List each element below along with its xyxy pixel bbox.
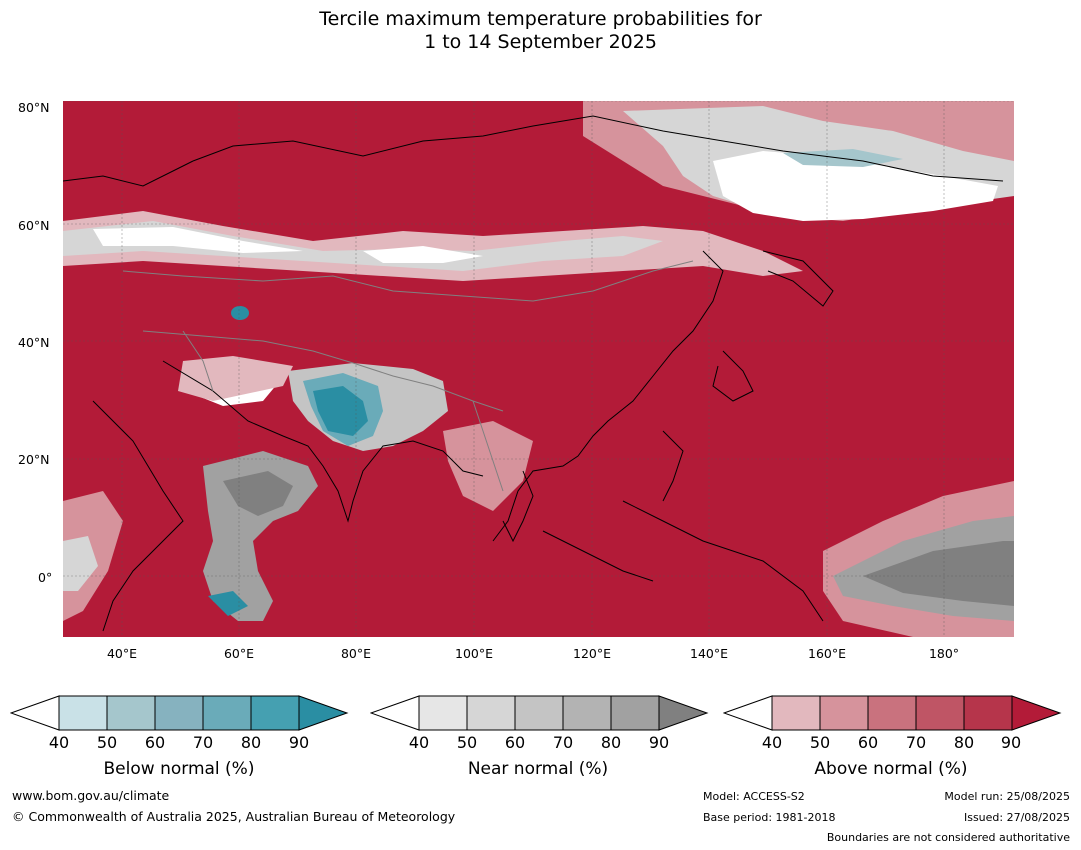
indian-ocean-grey-dark [223, 471, 293, 516]
probability-map [63, 101, 1014, 637]
title-line-2: 1 to 14 September 2025 [424, 31, 657, 53]
model-run-date: Model run: 25/08/2025 [944, 790, 1070, 803]
lat-label-40n: 40°N [18, 335, 50, 350]
near-normal-colorbar [370, 695, 709, 731]
boundaries-disclaimer: Boundaries are not considered authoritat… [826, 831, 1070, 844]
source-url: www.bom.gov.au/climate [12, 788, 170, 803]
above-tick-40: 40 [761, 733, 783, 752]
lon-label-120e: 120°E [572, 646, 612, 661]
below-tick-50: 50 [96, 733, 118, 752]
siberia-grey-band [63, 221, 663, 271]
issued-date: Issued: 27/08/2025 [963, 811, 1070, 824]
coastlines [63, 115, 1004, 632]
below-normal-colorbar [10, 695, 349, 731]
above-tick-50: 50 [809, 733, 831, 752]
lon-label-160e: 160°E [807, 646, 847, 661]
near-normal-max-triangle [658, 695, 709, 731]
persia-light-patch [178, 356, 293, 401]
below-tick-80: 80 [240, 733, 262, 752]
above-normal-max-triangle [1011, 695, 1062, 731]
country-borders [122, 260, 694, 492]
near-tick-50: 50 [456, 733, 478, 752]
lon-label-80e: 80°E [340, 646, 372, 661]
siberia-white-band [93, 227, 303, 253]
lon-label-180: 180° [928, 646, 960, 661]
below-tick-90: 90 [288, 733, 310, 752]
above-tick-90: 90 [1000, 733, 1022, 752]
below-normal-min-triangle [10, 695, 60, 731]
below-tick-70: 70 [192, 733, 214, 752]
title-line-1: Tercile maximum temperature probabilitie… [319, 8, 762, 30]
copyright-notice: © Commonwealth of Australia 2025, Austra… [12, 809, 456, 824]
below-tick-60: 60 [144, 733, 166, 752]
near-tick-40: 40 [408, 733, 430, 752]
above-normal-title: Above normal (%) [814, 759, 968, 779]
near-tick-60: 60 [504, 733, 526, 752]
above-normal-min-triangle [723, 695, 773, 731]
above-normal-swatch-80-90 [963, 695, 1013, 731]
above-normal-swatch-60-70 [867, 695, 917, 731]
pacific-dark-grey-zone [863, 541, 1014, 606]
chart-title: Tercile maximum temperature probabilitie… [0, 8, 1081, 54]
lat-label-20n: 20°N [18, 452, 50, 467]
map-gridlines [63, 101, 1014, 637]
indian-ocean-below-normal-patch [208, 591, 248, 616]
above-tick-60: 60 [857, 733, 879, 752]
lon-label-60e: 60°E [223, 646, 255, 661]
below-normal-swatch-80-90 [250, 695, 300, 731]
near-normal-title: Near normal (%) [467, 759, 609, 779]
tibet-below-normal-dark [313, 386, 368, 436]
above-normal-swatch-70-80 [915, 695, 965, 731]
lat-label-80n: 80°N [18, 100, 50, 115]
base-period: Base period: 1981-2018 [703, 811, 836, 824]
below-normal-swatch-40-50 [58, 695, 108, 731]
above-normal-colorbar [723, 695, 1062, 731]
east-africa-grey-patch [63, 536, 98, 591]
lon-label-100e: 100°E [454, 646, 494, 661]
siberia-light-band [63, 211, 803, 281]
lon-label-40e: 40°E [106, 646, 138, 661]
near-normal-swatch-70-80 [562, 695, 612, 731]
near-normal-swatch-50-60 [466, 695, 516, 731]
map-canvas [63, 101, 1014, 637]
model-name: Model: ACCESS-S2 [703, 790, 805, 803]
near-tick-80: 80 [600, 733, 622, 752]
below-normal-max-triangle [298, 695, 349, 731]
arctic-white-zone [713, 151, 998, 221]
lat-label-equator: 0° [38, 570, 53, 585]
below-normal-title: Below normal (%) [103, 759, 255, 779]
lat-label-60n: 60°N [18, 218, 50, 233]
above-tick-70: 70 [905, 733, 927, 752]
below-normal-swatch-50-60 [106, 695, 156, 731]
near-normal-swatch-60-70 [514, 695, 564, 731]
near-normal-swatch-40-50 [418, 695, 468, 731]
central-asia-white-band [363, 246, 483, 263]
se-asia-light-patch [443, 421, 533, 511]
below-normal-swatch-70-80 [202, 695, 252, 731]
near-tick-70: 70 [552, 733, 574, 752]
below-normal-swatch-60-70 [154, 695, 204, 731]
above-normal-swatch-40-50 [771, 695, 821, 731]
lake-balkhash-below-normal [231, 306, 249, 320]
above-normal-swatch-50-60 [819, 695, 869, 731]
near-tick-90: 90 [648, 733, 670, 752]
near-normal-swatch-80-90 [610, 695, 660, 731]
near-normal-min-triangle [370, 695, 420, 731]
above-tick-80: 80 [953, 733, 975, 752]
lon-label-140e: 140°E [689, 646, 729, 661]
below-tick-40: 40 [48, 733, 70, 752]
